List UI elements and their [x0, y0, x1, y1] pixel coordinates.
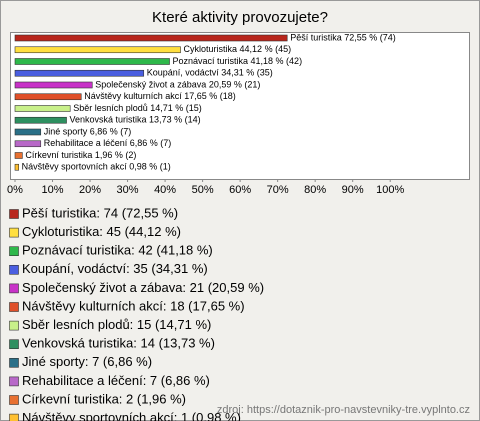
bar [14, 81, 93, 89]
x-tick-label: 50% [192, 184, 214, 196]
x-tick-label: 70% [267, 184, 289, 196]
bar-label: Cykloturistika 44,12 % (45) [184, 44, 292, 54]
legend-swatch [9, 339, 19, 350]
legend-swatch [9, 283, 19, 294]
legend-swatch [9, 246, 19, 256]
chart-title: Které aktivity provozujete? [152, 9, 328, 26]
legend-label: Návštěvy sportovních akcí: 1 (0,98 %) [22, 410, 241, 421]
legend-swatch [9, 302, 19, 312]
legend-swatch [9, 395, 19, 405]
x-tick-label: 10% [42, 184, 64, 196]
bar [14, 163, 19, 171]
source: zdroj: https://dotaznik-pro-navstevniky-… [217, 404, 470, 416]
bar [14, 152, 23, 159]
legend-swatch [9, 264, 19, 275]
x-tick-label: 20% [79, 184, 101, 196]
x-tick-label: 100% [376, 184, 404, 196]
x-tick-label: 30% [117, 184, 139, 196]
legend-swatch [9, 413, 19, 421]
bar [14, 128, 42, 136]
bar [14, 140, 42, 148]
bar-label: Sběr lesních plodů 14,71 % (15) [73, 103, 202, 113]
bar [14, 46, 181, 54]
bar [14, 69, 145, 77]
legend-label: Jiné sporty: 7 (6,86 %) [22, 354, 152, 369]
bar [14, 58, 170, 65]
plot-area [10, 32, 470, 180]
bar-label: Návštěvy kulturních akcí 17,65 % (18) [84, 91, 236, 101]
legend-swatch [9, 376, 19, 387]
legend-label: Rehabilitace a léčení: 7 (6,86 %) [22, 373, 210, 388]
bar-label: Jiné sporty 6,86 % (7) [44, 126, 132, 136]
legend-label: Společenský život a zábava: 21 (20,59 %) [22, 280, 264, 295]
bar-label: Společenský život a zábava 20,59 % (21) [95, 79, 260, 89]
legend-label: Venkovská turistika: 14 (13,73 %) [22, 336, 215, 351]
bar [14, 105, 71, 112]
legend-label: Koupání, vodáctví: 35 (34,31 %) [22, 261, 208, 276]
legend-label: Církevní turistika: 2 (1,96 %) [22, 391, 186, 406]
bar [14, 116, 67, 124]
bar-label: Návštěvy sportovních akcí 0,98 % (1) [22, 162, 171, 172]
x-tick-label: 0% [7, 184, 23, 196]
bar-label: Venkovská turistika 13,73 % (14) [70, 115, 201, 125]
bar-label: Rehabilitace a léčení 6,86 % (7) [44, 138, 172, 148]
legend-label: Pěší turistika: 74 (72,55 %) [22, 205, 178, 220]
bar [14, 34, 288, 42]
bar-label: Koupání, vodáctví 34,31 % (35) [147, 68, 273, 78]
legend-swatch [9, 357, 19, 368]
bar [14, 93, 82, 101]
legend-swatch [9, 320, 19, 331]
legend-swatch [9, 209, 19, 219]
bar-label: Pěší turistika 72,55 % (74) [290, 32, 396, 42]
bar-label: Církevní turistika 1,96 % (2) [25, 150, 136, 160]
legend-label: Cykloturistika: 45 (44,12 %) [22, 224, 181, 239]
legend-label: Poznávací turistika: 42 (41,18 %) [22, 243, 213, 258]
x-tick-label: 60% [229, 184, 251, 196]
legend-swatch [9, 227, 19, 238]
x-tick-label: 90% [342, 184, 364, 196]
x-tick-label: 80% [304, 184, 326, 196]
x-tick-label: 40% [154, 184, 176, 196]
bar-label: Poznávací turistika 41,18 % (42) [173, 56, 303, 66]
legend-label: Návštěvy kulturních akcí: 18 (17,65 %) [22, 298, 245, 313]
legend-label: Sběr lesních plodů: 15 (14,71 %) [22, 317, 211, 332]
